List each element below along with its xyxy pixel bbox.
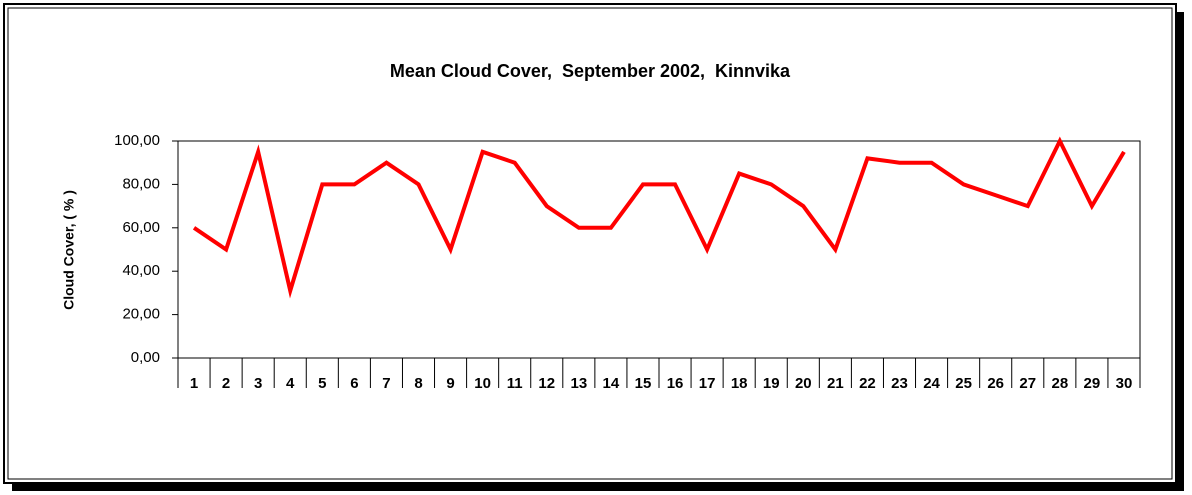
frame: [3, 3, 1177, 484]
x-tick-label: 16: [667, 375, 684, 392]
x-tick-label: 17: [699, 375, 716, 392]
x-tick-label: 29: [1084, 375, 1101, 392]
y-tick-label: 20,00: [122, 306, 160, 323]
y-tick-label: 100,00: [114, 132, 160, 149]
x-tick-label: 26: [987, 375, 1004, 392]
inner-frame: [7, 7, 1173, 480]
x-tick-label: 9: [446, 375, 454, 392]
x-tick-label: 18: [731, 375, 748, 392]
y-tick-label: 60,00: [122, 219, 160, 236]
x-tick-label: 13: [570, 375, 587, 392]
x-tick-label: 27: [1019, 375, 1036, 392]
x-tick-label: 10: [474, 375, 491, 392]
x-tick-label: 30: [1116, 375, 1133, 392]
x-tick-label: 15: [635, 375, 652, 392]
y-tick-label: 80,00: [122, 175, 160, 192]
x-tick-label: 19: [763, 375, 780, 392]
x-tick-label: 24: [923, 375, 940, 392]
y-axis-label: Cloud Cover, ( % ): [61, 190, 77, 310]
x-tick-label: 3: [254, 375, 262, 392]
y-tick-label: 40,00: [122, 262, 160, 279]
x-tick-label: 4: [286, 375, 295, 392]
x-tick-label: 23: [891, 375, 908, 392]
x-tick-label: 25: [955, 375, 972, 392]
data-line: [192, 136, 1126, 299]
x-tick-label: 28: [1051, 375, 1068, 392]
x-tick-label: 21: [827, 375, 844, 392]
x-tick-label: 8: [414, 375, 422, 392]
y-tick-label: 0,00: [131, 349, 160, 366]
x-tick-label: 11: [507, 375, 523, 392]
x-tick-label: 5: [318, 375, 326, 392]
x-tick-label: 20: [795, 375, 812, 392]
x-tick-label: 7: [382, 375, 390, 392]
x-tick-label: 12: [538, 375, 555, 392]
x-tick-label: 6: [350, 375, 358, 392]
x-tick-label: 22: [859, 375, 876, 392]
x-tick-label: 14: [603, 375, 620, 392]
x-tick-label: 2: [222, 375, 230, 392]
x-tick-label: 1: [190, 375, 198, 392]
chart-title: Mean Cloud Cover, September 2002, Kinnvi…: [390, 61, 791, 81]
